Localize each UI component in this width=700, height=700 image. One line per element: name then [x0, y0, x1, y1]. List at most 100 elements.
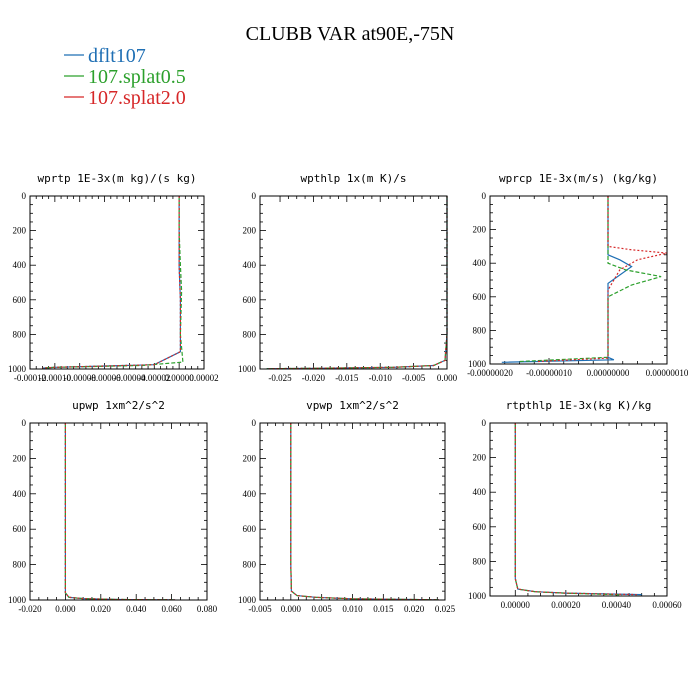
x-tick-label: -0.00004 — [113, 373, 146, 383]
series-line-1 — [501, 196, 633, 363]
chart-panel-5: vpwp 1xm^2/s^2 0 200 400 600 800 1000-0.005 0.0… — [238, 399, 456, 614]
series-line-1 — [514, 423, 642, 596]
x-tick-label: 0.020 — [91, 604, 112, 614]
series-line-2 — [290, 423, 439, 601]
x-tick-label: -0.00002 — [138, 373, 170, 383]
y-tick-label: 600 — [243, 295, 257, 305]
plot-frame — [489, 422, 668, 597]
y-tick-label: 0 — [22, 191, 27, 201]
y-tick-label: 1000 — [238, 364, 257, 374]
series-line-3 — [537, 196, 668, 363]
y-tick-label: 600 — [13, 524, 27, 534]
x-tick-label: -0.00006 — [88, 373, 121, 383]
y-tick-label: 400 — [13, 260, 27, 270]
y-tick-label: 1000 — [238, 595, 257, 605]
x-tick-label: -0.005 — [402, 373, 426, 383]
panel-title: wpthlp 1x(m K)/s — [301, 172, 407, 185]
x-tick-label: 0.00040 — [602, 600, 632, 610]
x-tick-label: 0.00060 — [652, 600, 682, 610]
y-tick-label: 600 — [473, 522, 487, 532]
chart-panel-2: wpthlp 1x(m K)/s02004006008001000-0.025-… — [238, 172, 458, 383]
plot-frame — [259, 195, 448, 370]
y-tick-label: 400 — [243, 260, 257, 270]
panels-group: wprtp 1E-3x(m kg)/(s kg) 0 200 400 600 800 100… — [8, 172, 689, 614]
y-tick-label: 400 — [243, 489, 257, 499]
x-tick-label: 0.00000000 — [587, 368, 630, 378]
x-tick-label: -0.00000020 — [467, 368, 513, 378]
series-line-3 — [64, 423, 176, 601]
series-line-3 — [266, 196, 448, 370]
y-tick-label: 200 — [13, 453, 27, 463]
y-tick-label: 0 — [252, 191, 257, 201]
y-tick-label: 600 — [473, 292, 487, 302]
plot-frame — [259, 422, 446, 601]
series-line-2 — [266, 196, 448, 370]
legend-label-dflt107: dflt107 — [88, 45, 146, 67]
series-line-1 — [266, 196, 448, 370]
y-tick-label: 800 — [13, 329, 27, 339]
y-tick-label: 400 — [473, 258, 487, 268]
series-line-2 — [42, 196, 184, 369]
y-tick-label: 800 — [473, 325, 487, 335]
x-tick-label: 0.00000010 — [646, 368, 689, 378]
y-tick-label: 800 — [243, 560, 257, 570]
y-tick-label: 0 — [22, 418, 27, 428]
y-tick-label: 200 — [243, 453, 257, 463]
plot-frame — [29, 195, 205, 370]
x-tick-label: -0.020 — [18, 604, 42, 614]
x-tick-label: -0.025 — [268, 373, 292, 383]
y-tick-label: 1000 — [8, 595, 27, 605]
series-line-1 — [64, 423, 176, 601]
y-tick-label: 0 — [482, 418, 487, 428]
y-tick-label: 800 — [473, 556, 487, 566]
series-line-1 — [42, 196, 181, 369]
x-tick-label: -0.00008 — [64, 373, 97, 383]
x-tick-label: -0.00010 — [39, 373, 72, 383]
series-line-1 — [290, 423, 439, 601]
plot-frame — [29, 422, 208, 601]
legend: dflt107 107.splat0.5 107.splat2.0 — [64, 45, 186, 109]
x-tick-label: -0.020 — [302, 373, 326, 383]
y-tick-label: 200 — [473, 453, 487, 463]
x-tick-label: 0.000 — [437, 373, 458, 383]
y-tick-label: 800 — [243, 329, 257, 339]
x-tick-label: 0.025 — [435, 604, 456, 614]
series-line-3 — [290, 423, 439, 601]
x-tick-label: 0.000 — [281, 604, 302, 614]
x-tick-label: 0.000 — [55, 604, 76, 614]
chart-panel-4: upwp 1xm^2/s^2 0 200 400 600 800 1000-0.020 0.0… — [8, 399, 218, 614]
x-tick-label: 0.00020 — [551, 600, 581, 610]
x-tick-label: -0.015 — [335, 373, 359, 383]
x-tick-label: 0.00000 — [165, 373, 195, 383]
series-line-3 — [42, 196, 181, 369]
x-tick-label: -0.005 — [248, 604, 272, 614]
series-line-3 — [514, 423, 637, 596]
y-tick-label: 0 — [252, 418, 257, 428]
legend-label-splat2-0: 107.splat2.0 — [88, 87, 186, 109]
y-tick-label: 200 — [243, 226, 257, 236]
x-tick-label: 0.020 — [404, 604, 425, 614]
y-tick-label: 600 — [13, 295, 27, 305]
x-tick-label: 0.00000 — [501, 600, 531, 610]
x-tick-label: 0.060 — [161, 604, 182, 614]
chart-panel-3: wprcp 1E-3x(m/s) (kg/kg) 0 200 400 600 800 100… — [467, 172, 689, 378]
y-tick-label: 200 — [473, 225, 487, 235]
y-tick-label: 400 — [13, 489, 27, 499]
x-tick-label: 0.040 — [126, 604, 147, 614]
series-line-2 — [64, 423, 176, 601]
y-tick-label: 800 — [13, 560, 27, 570]
series-line-2 — [514, 423, 622, 596]
y-tick-label: 1000 — [468, 359, 487, 369]
y-tick-label: 1000 — [8, 364, 27, 374]
plot-frame — [489, 195, 668, 365]
panel-title: wprtp 1E-3x(m kg)/(s kg) — [38, 172, 197, 185]
panel-title: wprcp 1E-3x(m/s) (kg/kg) — [499, 172, 658, 185]
panel-title: rtpthlp 1E-3x(kg K)/kg — [506, 399, 652, 412]
x-tick-label: 0.015 — [373, 604, 394, 614]
y-tick-label: 0 — [482, 191, 487, 201]
y-tick-label: 400 — [473, 487, 487, 497]
legend-label-splat0-5: 107.splat0.5 — [88, 66, 186, 88]
y-tick-label: 1000 — [468, 591, 487, 601]
x-tick-label: -0.00000010 — [526, 368, 572, 378]
x-tick-label: 0.010 — [342, 604, 363, 614]
